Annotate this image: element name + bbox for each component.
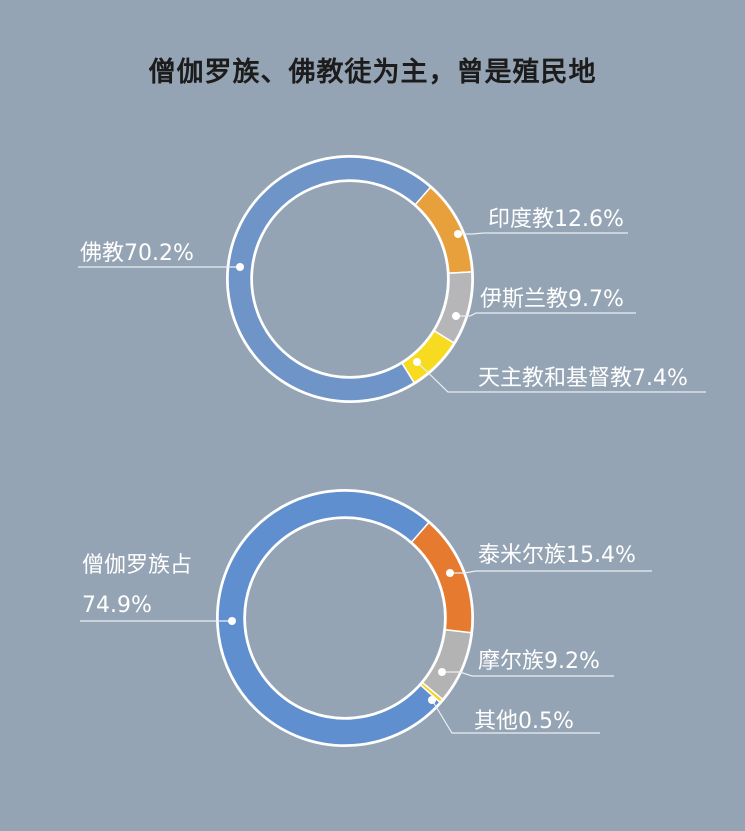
label-sinhalese-line2: 74.9% <box>82 593 152 618</box>
religion-slice-伊斯兰教 <box>433 271 473 344</box>
leader-line-tamil <box>450 570 652 574</box>
leader-line-islam <box>456 312 636 317</box>
ethnicity-slice-泰米尔族 <box>410 521 473 634</box>
anchor-dot-sinhalese <box>228 617 236 625</box>
anchor-dot-tamil <box>446 569 454 577</box>
label-christianity: 天主教和基督教7.4% <box>478 366 688 391</box>
label-moors: 摩尔族9.2% <box>478 649 600 674</box>
ethnicity-donut <box>216 489 474 747</box>
anchor-dot-christianity <box>413 358 421 366</box>
leader-line-christianity <box>416 361 706 393</box>
religion-slice-佛教 <box>227 156 432 402</box>
anchor-dot-other <box>428 696 436 704</box>
label-sinhalese-line1: 僧伽罗族占 <box>82 553 192 578</box>
leader-line-other <box>431 699 600 734</box>
anchor-dot-moors <box>438 668 446 676</box>
label-tamil: 泰米尔族15.4% <box>478 543 636 568</box>
ethnicity-slice-僧伽罗族 <box>217 490 442 746</box>
anchor-dot-hinduism <box>454 230 462 238</box>
label-hinduism: 印度教12.6% <box>488 207 624 232</box>
label-other: 其他0.5% <box>474 709 574 734</box>
leader-line-moors <box>442 671 614 677</box>
page-title: 僧伽罗族、佛教徒为主，曾是殖民地 <box>148 57 597 88</box>
religion-labels: 佛教70.2% 印度教12.6% 伊斯兰教9.7% 天主教和基督教7.4% <box>78 207 706 393</box>
ethnicity-labels: 僧伽罗族占 74.9% 泰米尔族15.4% 摩尔族9.2% 其他0.5% <box>80 543 652 734</box>
label-islam: 伊斯兰教9.7% <box>480 287 624 312</box>
anchor-dot-buddhism <box>236 263 244 271</box>
label-buddhism: 佛教70.2% <box>80 241 194 266</box>
leader-line-hinduism <box>458 232 628 235</box>
religion-donut <box>226 155 474 403</box>
anchor-dot-islam <box>452 312 460 320</box>
